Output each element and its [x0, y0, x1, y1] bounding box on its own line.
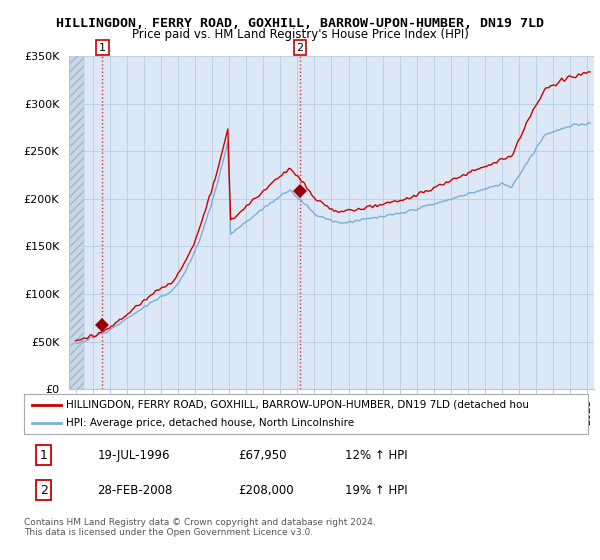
- Text: 28-FEB-2008: 28-FEB-2008: [97, 484, 173, 497]
- Text: 2: 2: [40, 484, 47, 497]
- Text: 1: 1: [40, 449, 47, 461]
- Text: Price paid vs. HM Land Registry's House Price Index (HPI): Price paid vs. HM Land Registry's House …: [131, 28, 469, 41]
- Text: 19% ↑ HPI: 19% ↑ HPI: [346, 484, 408, 497]
- Text: 19-JUL-1996: 19-JUL-1996: [97, 449, 170, 461]
- Bar: [69, 56, 85, 389]
- Text: HPI: Average price, detached house, North Lincolnshire: HPI: Average price, detached house, Nort…: [66, 418, 355, 428]
- Text: HILLINGDON, FERRY ROAD, GOXHILL, BARROW-UPON-HUMBER, DN19 7LD (detached hou: HILLINGDON, FERRY ROAD, GOXHILL, BARROW-…: [66, 400, 529, 409]
- Text: 2: 2: [296, 43, 304, 53]
- Text: 1: 1: [99, 43, 106, 53]
- Text: Contains HM Land Registry data © Crown copyright and database right 2024.
This d: Contains HM Land Registry data © Crown c…: [24, 518, 376, 538]
- Text: HILLINGDON, FERRY ROAD, GOXHILL, BARROW-UPON-HUMBER, DN19 7LD: HILLINGDON, FERRY ROAD, GOXHILL, BARROW-…: [56, 17, 544, 30]
- Text: 12% ↑ HPI: 12% ↑ HPI: [346, 449, 408, 461]
- Text: £67,950: £67,950: [238, 449, 287, 461]
- Text: £208,000: £208,000: [238, 484, 294, 497]
